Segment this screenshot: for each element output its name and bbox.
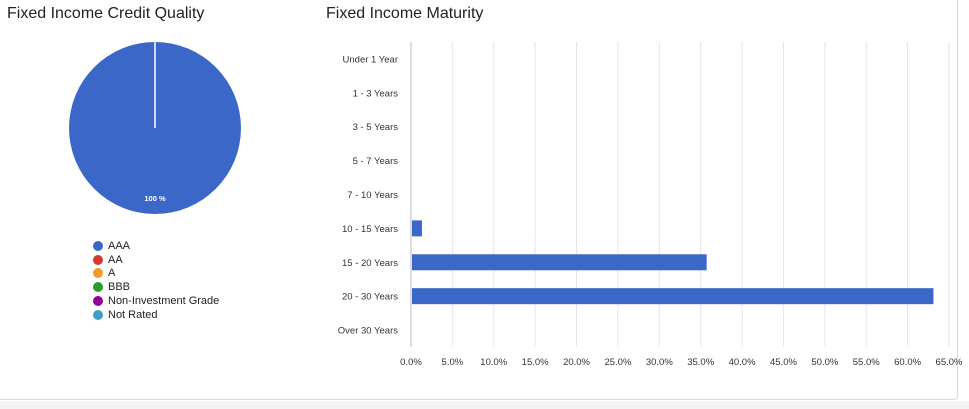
legend-label: BBB bbox=[108, 281, 131, 294]
x-tick-label: 45.0% bbox=[770, 357, 797, 368]
legend-color-dot bbox=[93, 268, 103, 279]
legend-item-not-rated: Not Rated bbox=[93, 308, 219, 322]
legend-item-aaa: AAA bbox=[93, 239, 219, 253]
legend-item-non-investment-grade: Non-Investment Grade bbox=[93, 294, 219, 308]
y-category-label: 5 - 7 Years bbox=[353, 156, 399, 167]
credit-quality-legend: AAA AA A BBB Non-Investment Grade Not Rated bbox=[93, 239, 219, 322]
y-category-label: 20 - 30 Years bbox=[342, 292, 398, 303]
legend-item-a: A bbox=[93, 267, 219, 281]
y-category-label: Under 1 Year bbox=[343, 54, 398, 65]
bar-15-20-years[interactable] bbox=[412, 254, 707, 271]
legend-color-dot bbox=[93, 309, 103, 320]
x-tick-label: 40.0% bbox=[729, 357, 756, 368]
legend-color-dot bbox=[93, 240, 103, 251]
x-tick-label: 5.0% bbox=[442, 357, 464, 368]
x-tick-label: 25.0% bbox=[604, 357, 631, 368]
legend-color-dot bbox=[93, 296, 103, 307]
legend-item-aa: AA bbox=[93, 253, 219, 267]
legend-label: AA bbox=[108, 253, 123, 266]
bar-10-15-years[interactable] bbox=[412, 220, 422, 237]
legend-item-bbb: BBB bbox=[93, 280, 219, 294]
x-tick-label: 0.0% bbox=[400, 357, 422, 368]
credit-quality-pie-chart: 100 % bbox=[69, 42, 241, 214]
panel-frame bbox=[0, 0, 958, 400]
x-tick-label: 10.0% bbox=[480, 357, 507, 368]
x-tick-label: 55.0% bbox=[853, 357, 880, 368]
legend-label: AAA bbox=[108, 239, 131, 252]
legend-color-dot bbox=[93, 282, 103, 293]
y-category-label: 10 - 15 Years bbox=[342, 224, 398, 235]
x-tick-label: 30.0% bbox=[646, 357, 673, 368]
pie-slice-label: 100 % bbox=[144, 194, 166, 203]
x-tick-label: 60.0% bbox=[894, 357, 921, 368]
legend-label: Non-Investment Grade bbox=[108, 295, 220, 308]
maturity-bar-chart: 0.0% 5.0% 10.0% 15.0% 20.0% 25.0% 30.0% 35.0% 40… bbox=[338, 42, 963, 368]
credit-quality-title: Fixed Income Credit Quality bbox=[7, 5, 205, 22]
legend-color-dot bbox=[93, 254, 103, 265]
y-category-label: Over 30 Years bbox=[338, 326, 398, 337]
legend-label: Not Rated bbox=[108, 308, 158, 321]
maturity-title: Fixed Income Maturity bbox=[326, 5, 484, 22]
legend-label: A bbox=[108, 267, 116, 280]
bottom-strip bbox=[0, 401, 969, 409]
bar-20-30-years[interactable] bbox=[412, 288, 934, 305]
x-tick-label: 20.0% bbox=[563, 357, 590, 368]
x-tick-label: 50.0% bbox=[811, 357, 838, 368]
x-tick-label: 65.0% bbox=[936, 357, 963, 368]
y-category-label: 1 - 3 Years bbox=[353, 88, 399, 99]
y-category-label: 15 - 20 Years bbox=[342, 258, 398, 269]
y-category-label: 3 - 5 Years bbox=[353, 122, 399, 133]
x-tick-label: 15.0% bbox=[522, 357, 549, 368]
x-tick-label: 35.0% bbox=[687, 357, 714, 368]
y-category-label: 7 - 10 Years bbox=[347, 190, 398, 201]
